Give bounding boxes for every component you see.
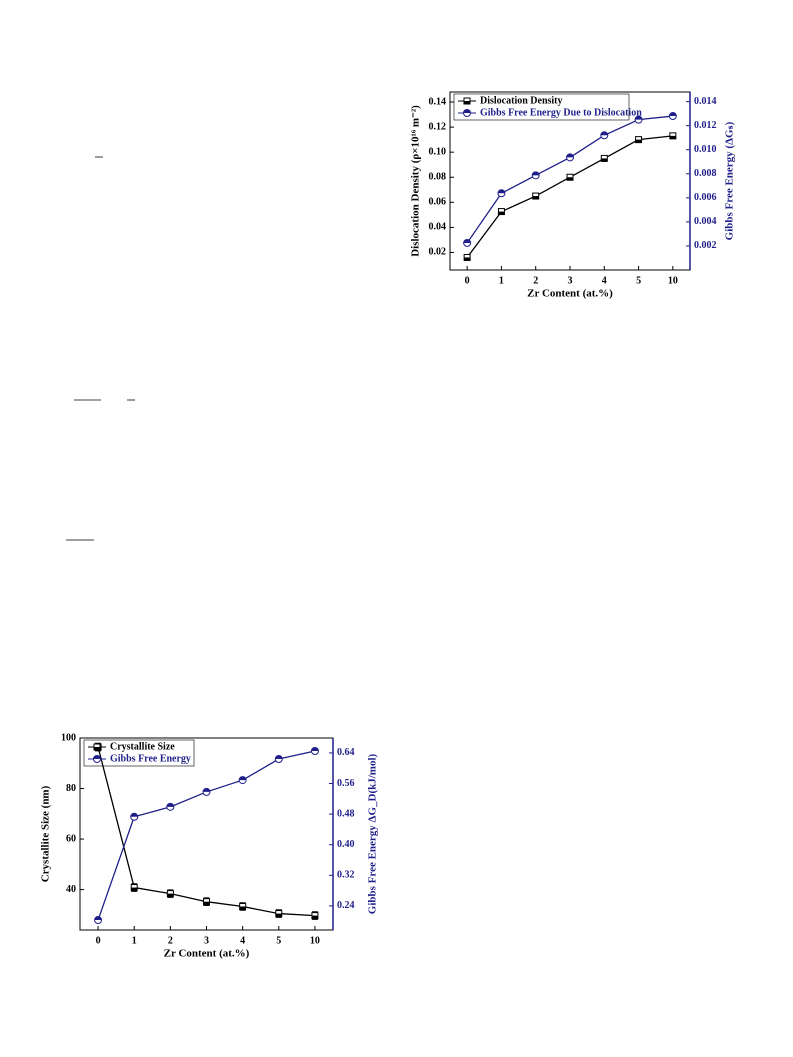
marker-fill [497, 189, 505, 194]
x-tick-label: 10 [310, 935, 320, 946]
y2-tick-label: 0.40 [337, 839, 355, 850]
marker-fill [463, 109, 471, 113]
marker-fill [239, 906, 246, 910]
y2-tick-label: 0.008 [694, 168, 717, 179]
y2-tick-label: 0.48 [337, 808, 355, 819]
marker-fill [669, 135, 676, 139]
marker-fill [166, 803, 174, 807]
marker-fill [635, 139, 642, 143]
x-tick-label: 2 [168, 935, 173, 946]
marker-fill [498, 211, 505, 215]
marker-fill [463, 239, 471, 243]
y2-tick-label: 0.010 [694, 144, 717, 155]
x-tick-label: 10 [668, 275, 678, 286]
marker-fill [203, 901, 210, 905]
x-tick-label: 3 [204, 935, 209, 946]
x-tick-label: 3 [568, 275, 573, 286]
y-tick-label: 0.04 [429, 222, 447, 233]
y-axis-label: Crystallite Size (nm) [40, 785, 52, 882]
y2-tick-label: 0.24 [337, 900, 355, 911]
y-tick-label: 0.02 [429, 247, 447, 258]
y-tick-label: 40 [66, 884, 76, 895]
y2-tick-label: 0.002 [694, 240, 717, 251]
series-line [97, 750, 316, 921]
y2-axis-label: Gibbs Free Energy ΔG_D(kJ/mol) [367, 753, 379, 914]
y-tick-label: 60 [66, 833, 76, 844]
marker-fill [600, 131, 608, 136]
y-axis-label: Dislocation Density (ρ×10¹⁶ m⁻²) [410, 105, 422, 257]
legend-label: Gibbs Free Energy [110, 753, 191, 764]
y2-tick-label: 0.006 [694, 192, 717, 203]
marker-fill [275, 913, 282, 917]
marker-fill [131, 887, 138, 891]
marker-fill [93, 755, 101, 759]
y-tick-label: 80 [66, 783, 76, 794]
x-tick-label: 1 [132, 935, 137, 946]
y-tick-label: 0.14 [429, 96, 447, 107]
marker-fill [464, 257, 471, 261]
marker-fill [130, 813, 138, 817]
legend-box [453, 93, 630, 121]
marker-fill [311, 915, 318, 919]
x-axis-label: Zr Content (at.%) [527, 288, 613, 300]
x-tick-label: 5 [276, 935, 281, 946]
marker-fill [94, 747, 100, 750]
marker-fill [203, 788, 210, 792]
y-tick-label: 0.08 [429, 172, 447, 183]
marker-fill [239, 776, 247, 781]
x-axis-label: Zr Content (at.%) [164, 948, 250, 960]
marker-fill [635, 116, 643, 120]
x-tick-label: 4 [240, 935, 245, 946]
marker-fill [311, 747, 319, 752]
x-tick-label: 5 [636, 275, 641, 286]
y-tick-label: 0.06 [429, 197, 447, 208]
marker-fill [532, 171, 540, 176]
y2-tick-label: 0.012 [694, 120, 717, 131]
x-tick-label: 1 [499, 275, 504, 286]
y-tick-label: 100 [61, 732, 76, 743]
y2-tick-label: 0.64 [337, 747, 355, 758]
series-line [97, 746, 315, 917]
y2-tick-label: 0.004 [694, 216, 717, 227]
x-tick-label: 0 [465, 275, 470, 286]
marker-fill [669, 112, 677, 117]
marker-fill [566, 153, 574, 158]
marker-fill [532, 196, 539, 200]
plot-frame [449, 91, 691, 271]
y2-tick-label: 0.32 [337, 870, 355, 881]
marker-fill [167, 893, 174, 897]
legend-label: Gibbs Free Energy Due to Dislocation [480, 107, 642, 118]
x-tick-label: 2 [533, 275, 538, 286]
legend-label: Crystallite Size [110, 741, 175, 752]
y2-tick-label: 0.014 [694, 96, 717, 107]
y2-tick-label: 0.56 [337, 778, 355, 789]
marker-fill [601, 158, 608, 162]
marker-fill [275, 755, 283, 760]
marker-fill [567, 177, 573, 181]
marker-fill [464, 101, 470, 104]
y-tick-label: 0.12 [429, 121, 447, 132]
y2-axis-label: Gibbs Free Energy (ΔGₛ) [724, 121, 736, 240]
y-tick-label: 0.10 [429, 146, 447, 157]
marker-fill [94, 916, 102, 921]
x-tick-label: 4 [602, 275, 607, 286]
legend-label: Dislocation Density [480, 95, 563, 106]
legend-box [83, 739, 195, 767]
x-tick-label: 0 [96, 935, 101, 946]
